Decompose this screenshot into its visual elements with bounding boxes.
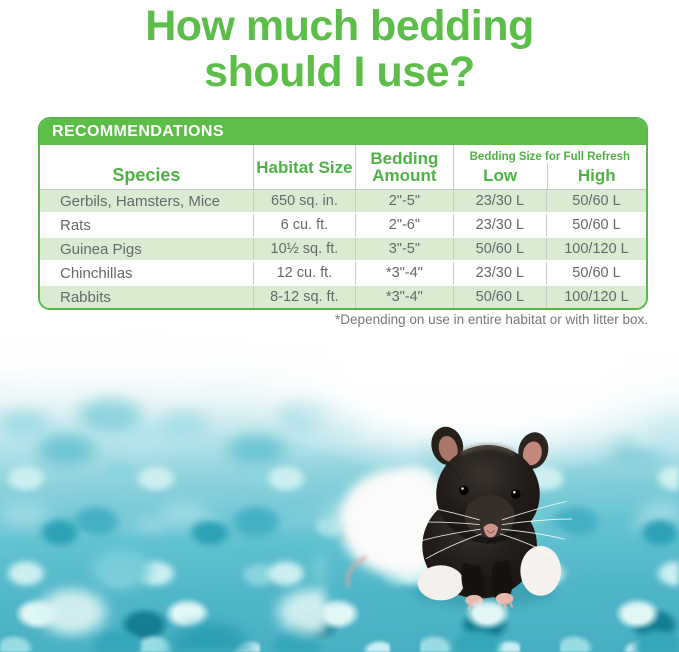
table-row: Rabbits 8-12 sq. ft. *3"-4" 50/60 L 100/…: [40, 284, 646, 308]
cell-refresh-high: 50/60 L: [545, 214, 646, 236]
column-group-full-refresh: Bedding Size for Full Refresh Low High: [452, 145, 646, 189]
cell-bedding-amount: 2"-5": [355, 190, 453, 212]
column-header-high: High: [546, 163, 646, 189]
column-header-species: Species: [112, 165, 181, 185]
cell-refresh-high: 100/120 L: [545, 238, 646, 260]
cell-species: Guinea Pigs: [60, 240, 142, 258]
cell-refresh-low: 50/60 L: [452, 286, 546, 308]
cell-bedding-amount: *3"-4": [355, 262, 453, 284]
cell-bedding-amount: 3"-5": [355, 238, 453, 260]
cell-refresh-high: 50/60 L: [545, 262, 646, 284]
table-row: Gerbils, Hamsters, Mice 650 sq. in. 2"-5…: [40, 190, 646, 212]
cell-refresh-high: 100/120 L: [545, 286, 646, 308]
bedding-texture-foreground: [0, 532, 326, 652]
cell-habitat-size: 8-12 sq. ft.: [252, 286, 355, 308]
page-title-line2: should I use?: [204, 48, 475, 96]
table-body: Gerbils, Hamsters, Mice 650 sq. in. 2"-5…: [40, 189, 646, 308]
cell-bedding-amount: 2"-6": [355, 214, 453, 236]
recommendations-table: RECOMMENDATIONS Species Habitat Size Bed…: [38, 117, 648, 310]
cell-habitat-size: 6 cu. ft.: [252, 214, 355, 236]
column-header-bedding-amount: Bedding Amount: [355, 145, 453, 189]
cell-habitat-size: 650 sq. in.: [252, 190, 355, 212]
page-title-line1: How much bedding: [145, 2, 534, 50]
cell-species: Rats: [60, 216, 91, 234]
cell-refresh-low: 50/60 L: [452, 238, 546, 260]
cell-refresh-low: 23/30 L: [452, 190, 546, 212]
table-row: Chinchillas 12 cu. ft. *3"-4" 23/30 L 50…: [40, 260, 646, 284]
column-header-habitat-size: Habitat Size: [252, 145, 355, 189]
cell-species: Rabbits: [60, 288, 111, 306]
table-row: Guinea Pigs 10½ sq. ft. 3"-5" 50/60 L 10…: [40, 236, 646, 260]
recommendations-header-bar: RECOMMENDATIONS: [40, 119, 646, 145]
table-header-row: Species Habitat Size Bedding Amount Bedd…: [40, 145, 646, 189]
cell-species: Chinchillas: [60, 264, 133, 282]
table-footnote: *Depending on use in entire habitat or w…: [335, 312, 648, 327]
cell-species: Gerbils, Hamsters, Mice: [60, 192, 221, 210]
bedding-photo: [0, 330, 679, 652]
table-row: Rats 6 cu. ft. 2"-6" 23/30 L 50/60 L: [40, 212, 646, 236]
cell-refresh-low: 23/30 L: [452, 262, 546, 284]
cell-refresh-high: 50/60 L: [545, 190, 646, 212]
page-title: How much bedding should I use?: [0, 3, 679, 95]
cell-bedding-amount: *3"-4": [355, 286, 453, 308]
column-header-low: Low: [483, 166, 518, 185]
low-high-subheaders: Low High: [454, 163, 646, 189]
column-header-refresh-group: Bedding Size for Full Refresh: [469, 151, 631, 163]
cell-habitat-size: 10½ sq. ft.: [252, 238, 355, 260]
cell-refresh-low: 23/30 L: [452, 214, 546, 236]
cell-habitat-size: 12 cu. ft.: [252, 262, 355, 284]
